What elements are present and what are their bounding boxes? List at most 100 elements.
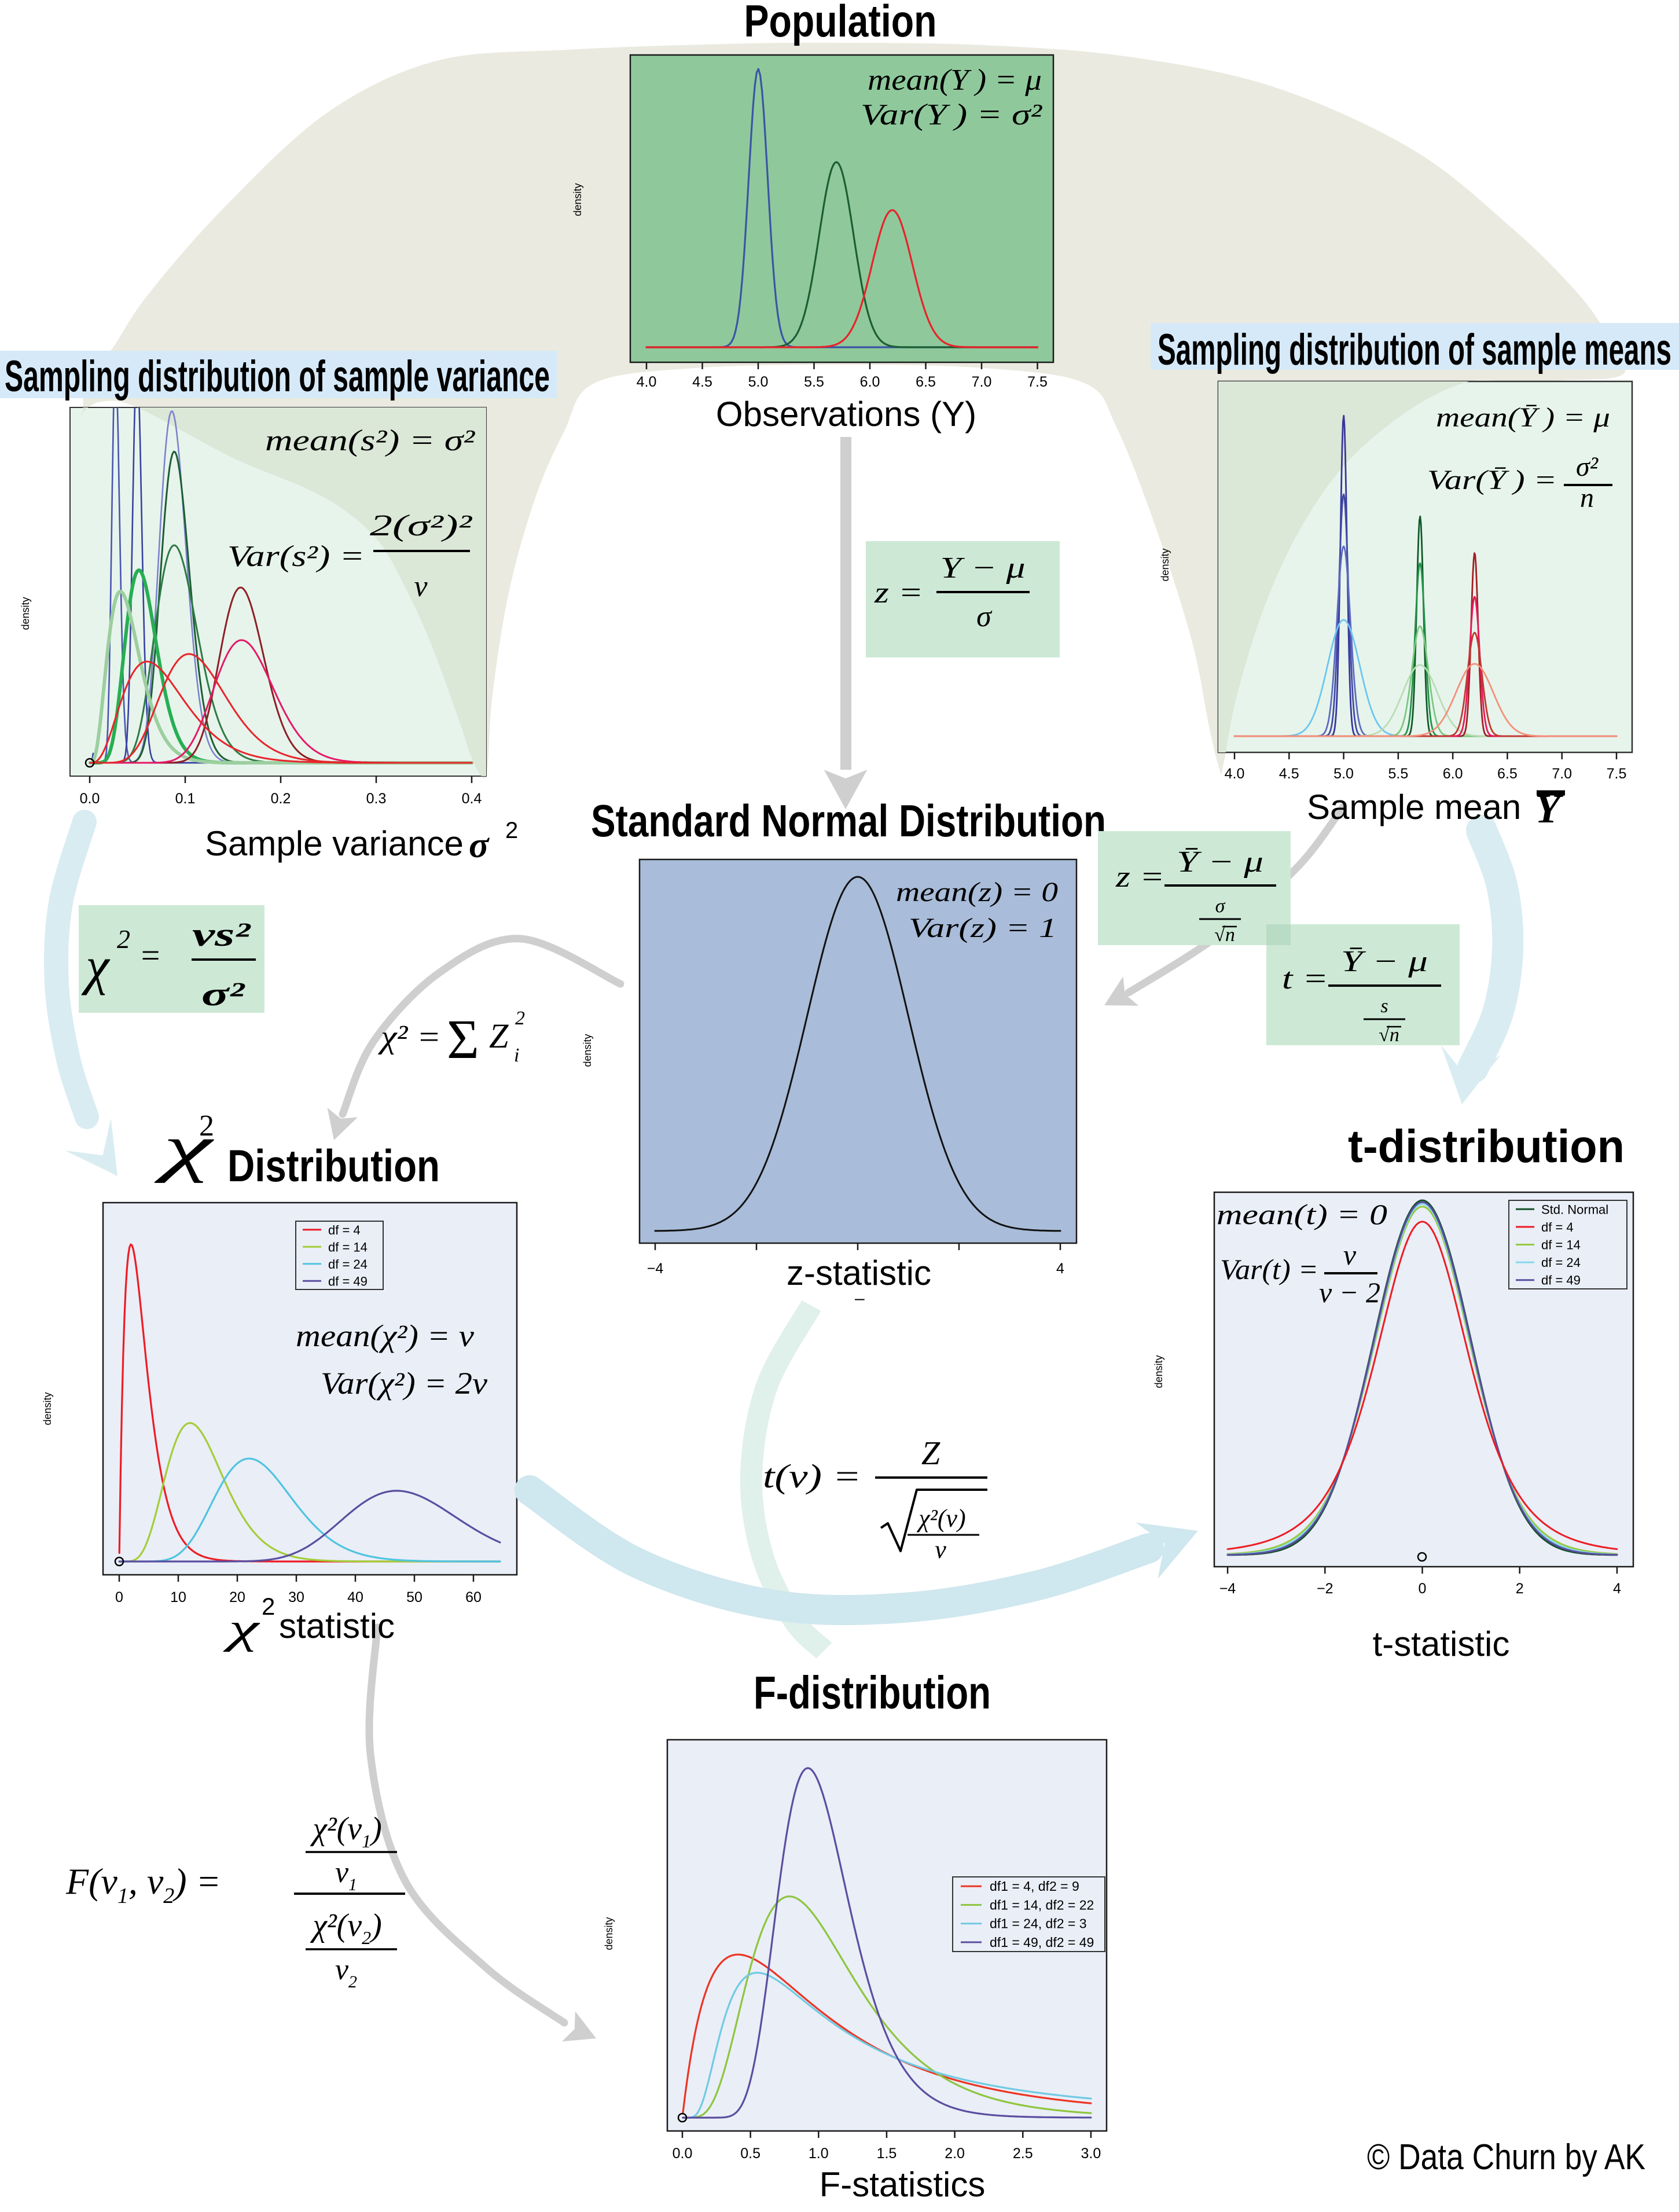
- svg-text:Var(t) =: Var(t) =: [1220, 1253, 1318, 1285]
- svg-text:Population: Population: [744, 0, 937, 46]
- svg-text:2: 2: [505, 818, 518, 843]
- svg-text:t-distribution: t-distribution: [1348, 1120, 1625, 1172]
- svg-text:df = 4: df = 4: [1541, 1220, 1574, 1234]
- svg-text:density: density: [42, 1392, 53, 1425]
- svg-text:50: 50: [406, 1589, 422, 1605]
- svg-text:Sampling distribution of sampl: Sampling distribution of sample variance: [5, 352, 550, 401]
- svg-text:2.0: 2.0: [945, 2145, 965, 2162]
- svg-text:Observations (Y): Observations (Y): [716, 395, 976, 433]
- svg-text:Distribution: Distribution: [227, 1140, 440, 1191]
- svg-text:−4: −4: [1219, 1581, 1236, 1597]
- svg-text:mean(z) = 0: mean(z) = 0: [896, 877, 1058, 907]
- svg-text:Σ: Σ: [447, 1008, 479, 1070]
- svg-text:Y − μ: Y − μ: [940, 552, 1026, 585]
- svg-text:© Data Churn by AK: © Data Churn by AK: [1367, 2137, 1645, 2177]
- svg-text:Var(s²) =: Var(s²) =: [227, 540, 365, 573]
- svg-text:7.5: 7.5: [1027, 374, 1048, 390]
- svg-text:χ²(v2): χ²(v2): [310, 1908, 382, 1948]
- svg-text:10: 10: [170, 1589, 186, 1605]
- svg-text:χ²(v): χ²(v): [916, 1504, 965, 1533]
- svg-text:1.0: 1.0: [809, 2145, 829, 2162]
- svg-text:df1 = 24, df2 = 3: df1 = 24, df2 = 3: [990, 1916, 1087, 1931]
- svg-text:4: 4: [1613, 1581, 1621, 1597]
- svg-text:5.5: 5.5: [804, 374, 824, 390]
- svg-text:20: 20: [229, 1589, 245, 1605]
- svg-text:vs²: vs²: [192, 916, 251, 953]
- svg-text:60: 60: [465, 1589, 482, 1605]
- svg-text:2(σ²)²: 2(σ²)²: [370, 509, 473, 542]
- svg-text:2: 2: [515, 1008, 525, 1029]
- svg-text:6.5: 6.5: [1497, 766, 1518, 782]
- svg-text:0.2: 0.2: [271, 791, 291, 807]
- svg-text:6.5: 6.5: [916, 374, 936, 390]
- svg-text:df = 49: df = 49: [1541, 1273, 1581, 1288]
- svg-text:density: density: [572, 183, 583, 216]
- svg-text:2: 2: [199, 1109, 214, 1142]
- svg-text:Var(Y ) = σ²: Var(Y ) = σ²: [861, 98, 1043, 131]
- svg-text:density: density: [20, 597, 31, 630]
- svg-text:0.0: 0.0: [673, 2145, 693, 2162]
- svg-text:σ²: σ²: [1576, 451, 1599, 482]
- svg-text:2.5: 2.5: [1013, 2145, 1033, 2162]
- svg-text:df = 24: df = 24: [1541, 1255, 1581, 1270]
- svg-text:σ: σ: [1215, 895, 1226, 917]
- svg-text:−4: −4: [647, 1261, 664, 1277]
- svg-text:σ: σ: [976, 600, 993, 633]
- svg-text:mean(s²) = σ²: mean(s²) = σ²: [265, 424, 476, 457]
- svg-text:df = 14: df = 14: [328, 1240, 368, 1254]
- svg-text:−2: −2: [1317, 1581, 1333, 1597]
- svg-text:t(v) =: t(v) =: [763, 1457, 861, 1495]
- svg-text:Sample mean: Sample mean: [1307, 788, 1521, 826]
- svg-text:χ² =: χ² =: [377, 1019, 441, 1055]
- svg-text:density: density: [582, 1034, 593, 1067]
- svg-text:0: 0: [115, 1589, 123, 1605]
- svg-text:–: –: [855, 1289, 865, 1308]
- svg-text:4.5: 4.5: [692, 374, 712, 390]
- svg-text:z =: z =: [1115, 861, 1164, 894]
- svg-text:√n: √n: [1379, 1024, 1399, 1046]
- svg-text:Z: Z: [921, 1434, 940, 1472]
- svg-text:0.1: 0.1: [175, 791, 196, 807]
- svg-text:0.3: 0.3: [366, 791, 387, 807]
- svg-text:χ: χ: [81, 936, 111, 995]
- svg-text:σ: σ: [469, 824, 490, 865]
- svg-text:v: v: [414, 570, 428, 603]
- svg-text:0.4: 0.4: [462, 791, 482, 807]
- svg-text:df1 = 49, df2 = 49: df1 = 49, df2 = 49: [990, 1935, 1094, 1950]
- svg-text:F-distribution: F-distribution: [754, 1667, 991, 1718]
- svg-text:3.0: 3.0: [1081, 2145, 1101, 2162]
- svg-text:z-statistic: z-statistic: [787, 1254, 931, 1292]
- svg-text:df = 4: df = 4: [328, 1223, 361, 1237]
- svg-text:s: s: [1380, 995, 1388, 1017]
- svg-text:5.0: 5.0: [1333, 766, 1354, 782]
- svg-text:v − 2: v − 2: [1319, 1276, 1380, 1309]
- svg-text:i: i: [514, 1045, 519, 1066]
- svg-text:v: v: [1343, 1239, 1357, 1271]
- svg-text:χ: χ: [155, 1112, 215, 1184]
- svg-text:mean(Y ) = μ: mean(Y ) = μ: [868, 64, 1042, 97]
- svg-text:0.5: 0.5: [740, 2145, 760, 2162]
- svg-text:df = 24: df = 24: [328, 1257, 368, 1272]
- svg-text:σ²: σ²: [201, 975, 245, 1013]
- svg-text:6.0: 6.0: [860, 374, 880, 390]
- svg-text:df = 49: df = 49: [328, 1274, 368, 1288]
- svg-text:2: 2: [117, 924, 130, 954]
- svg-text:Var(Ȳ ) =: Var(Ȳ ) =: [1427, 465, 1557, 495]
- svg-text:4.0: 4.0: [1225, 766, 1245, 782]
- svg-text:Sample variance: Sample variance: [205, 824, 464, 863]
- svg-text:F(v1, v2) =: F(v1, v2) =: [65, 1861, 221, 1908]
- svg-text:Var(z) = 1: Var(z) = 1: [909, 913, 1057, 943]
- svg-text:df = 14: df = 14: [1541, 1238, 1581, 1252]
- svg-text:Z: Z: [489, 1017, 509, 1055]
- svg-text:=: =: [139, 936, 161, 974]
- svg-text:30: 30: [288, 1589, 304, 1605]
- svg-text:Var(χ²) = 2v: Var(χ²) = 2v: [321, 1366, 487, 1401]
- svg-text:1.5: 1.5: [877, 2145, 897, 2162]
- svg-text:χ: χ: [223, 1605, 260, 1652]
- svg-text:4.5: 4.5: [1279, 766, 1299, 782]
- svg-text:density: density: [1159, 548, 1171, 581]
- svg-text:40: 40: [347, 1589, 363, 1605]
- svg-text:χ²(v1): χ²(v1): [310, 1811, 382, 1851]
- svg-text:n: n: [1580, 483, 1594, 513]
- svg-text:7.0: 7.0: [1552, 766, 1572, 782]
